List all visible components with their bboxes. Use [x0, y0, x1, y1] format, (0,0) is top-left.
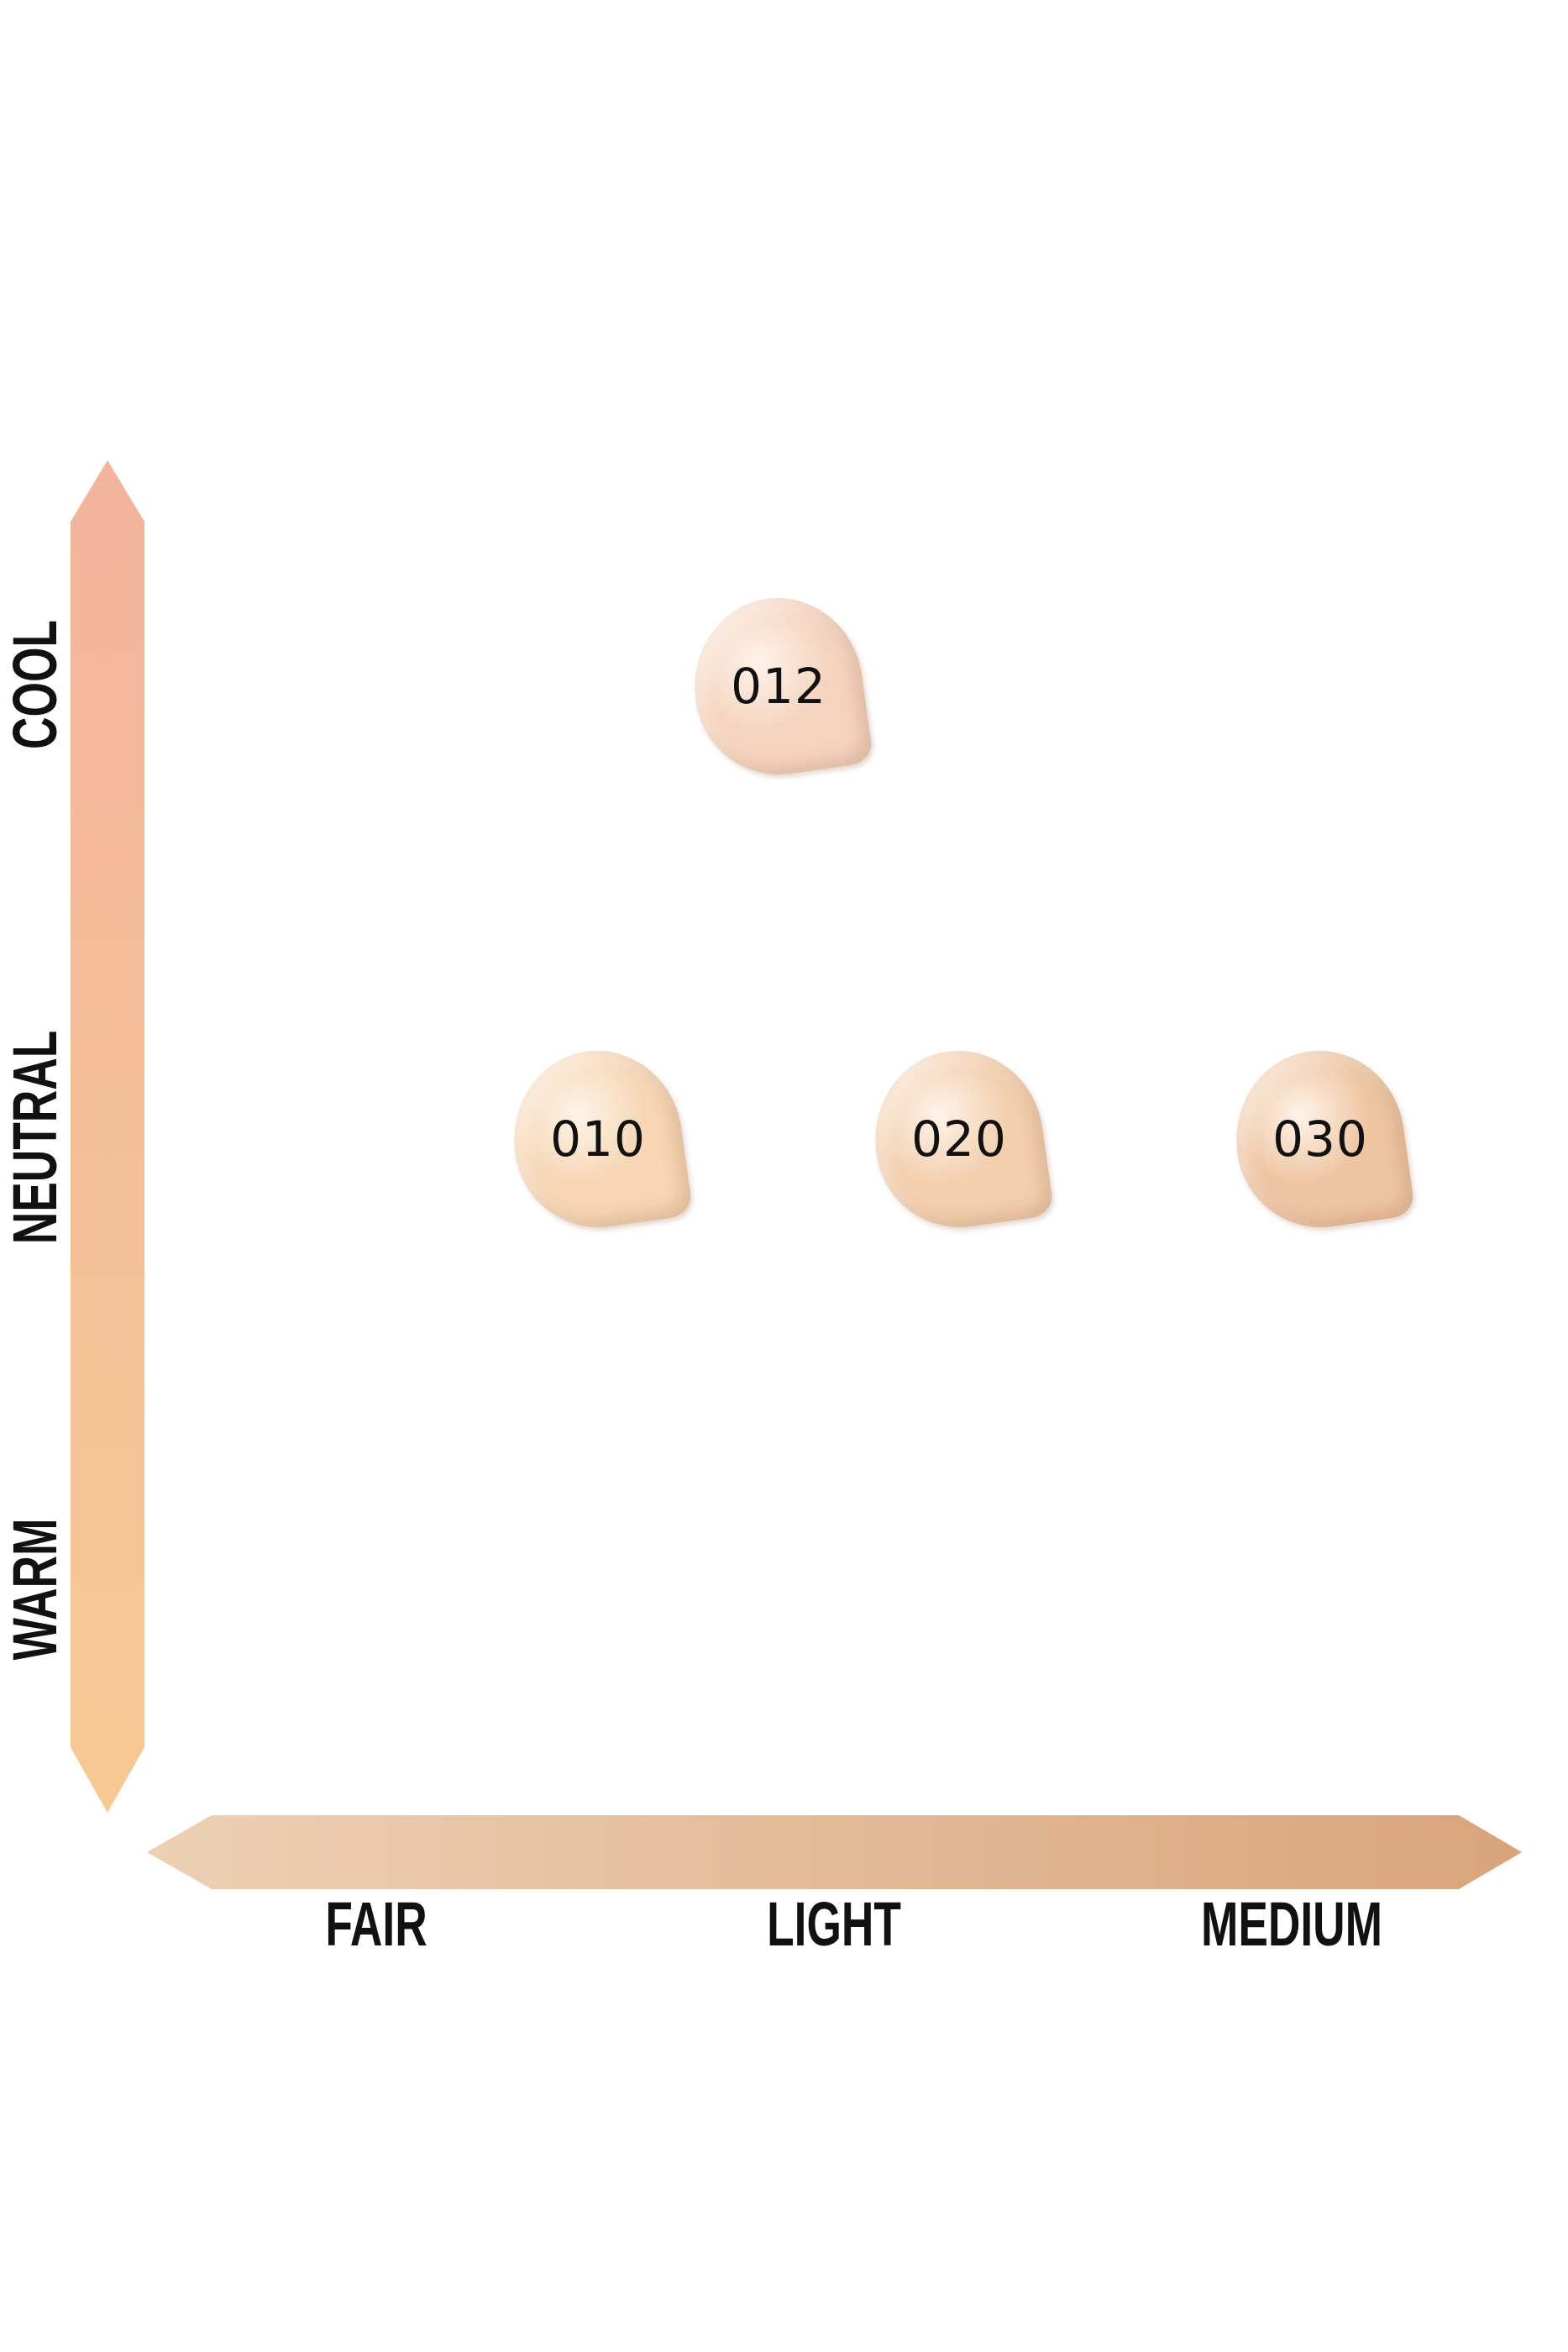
y-tick-label-neutral: NEUTRAL — [0, 1030, 70, 1245]
swatch-label: 030 — [1272, 1110, 1368, 1168]
y-axis-arrow — [71, 460, 144, 1813]
y-tick-label-cool: COOL — [0, 620, 70, 749]
swatch-012: 012 — [683, 587, 874, 785]
x-tick-label-medium: MEDIUM — [1200, 1889, 1383, 1959]
swatch-020: 020 — [863, 1040, 1055, 1238]
swatch-label: 020 — [911, 1110, 1007, 1168]
swatch-label: 010 — [550, 1110, 646, 1168]
x-tick-label-fair: FAIR — [325, 1889, 427, 1959]
x-axis-arrow — [147, 1815, 1522, 1889]
swatch-030: 030 — [1225, 1040, 1416, 1238]
x-tick-label-light: LIGHT — [767, 1889, 901, 1959]
swatch-label: 012 — [731, 658, 826, 715]
y-tick-label-warm: WARM — [0, 1518, 70, 1661]
swatch-010: 010 — [502, 1040, 694, 1238]
